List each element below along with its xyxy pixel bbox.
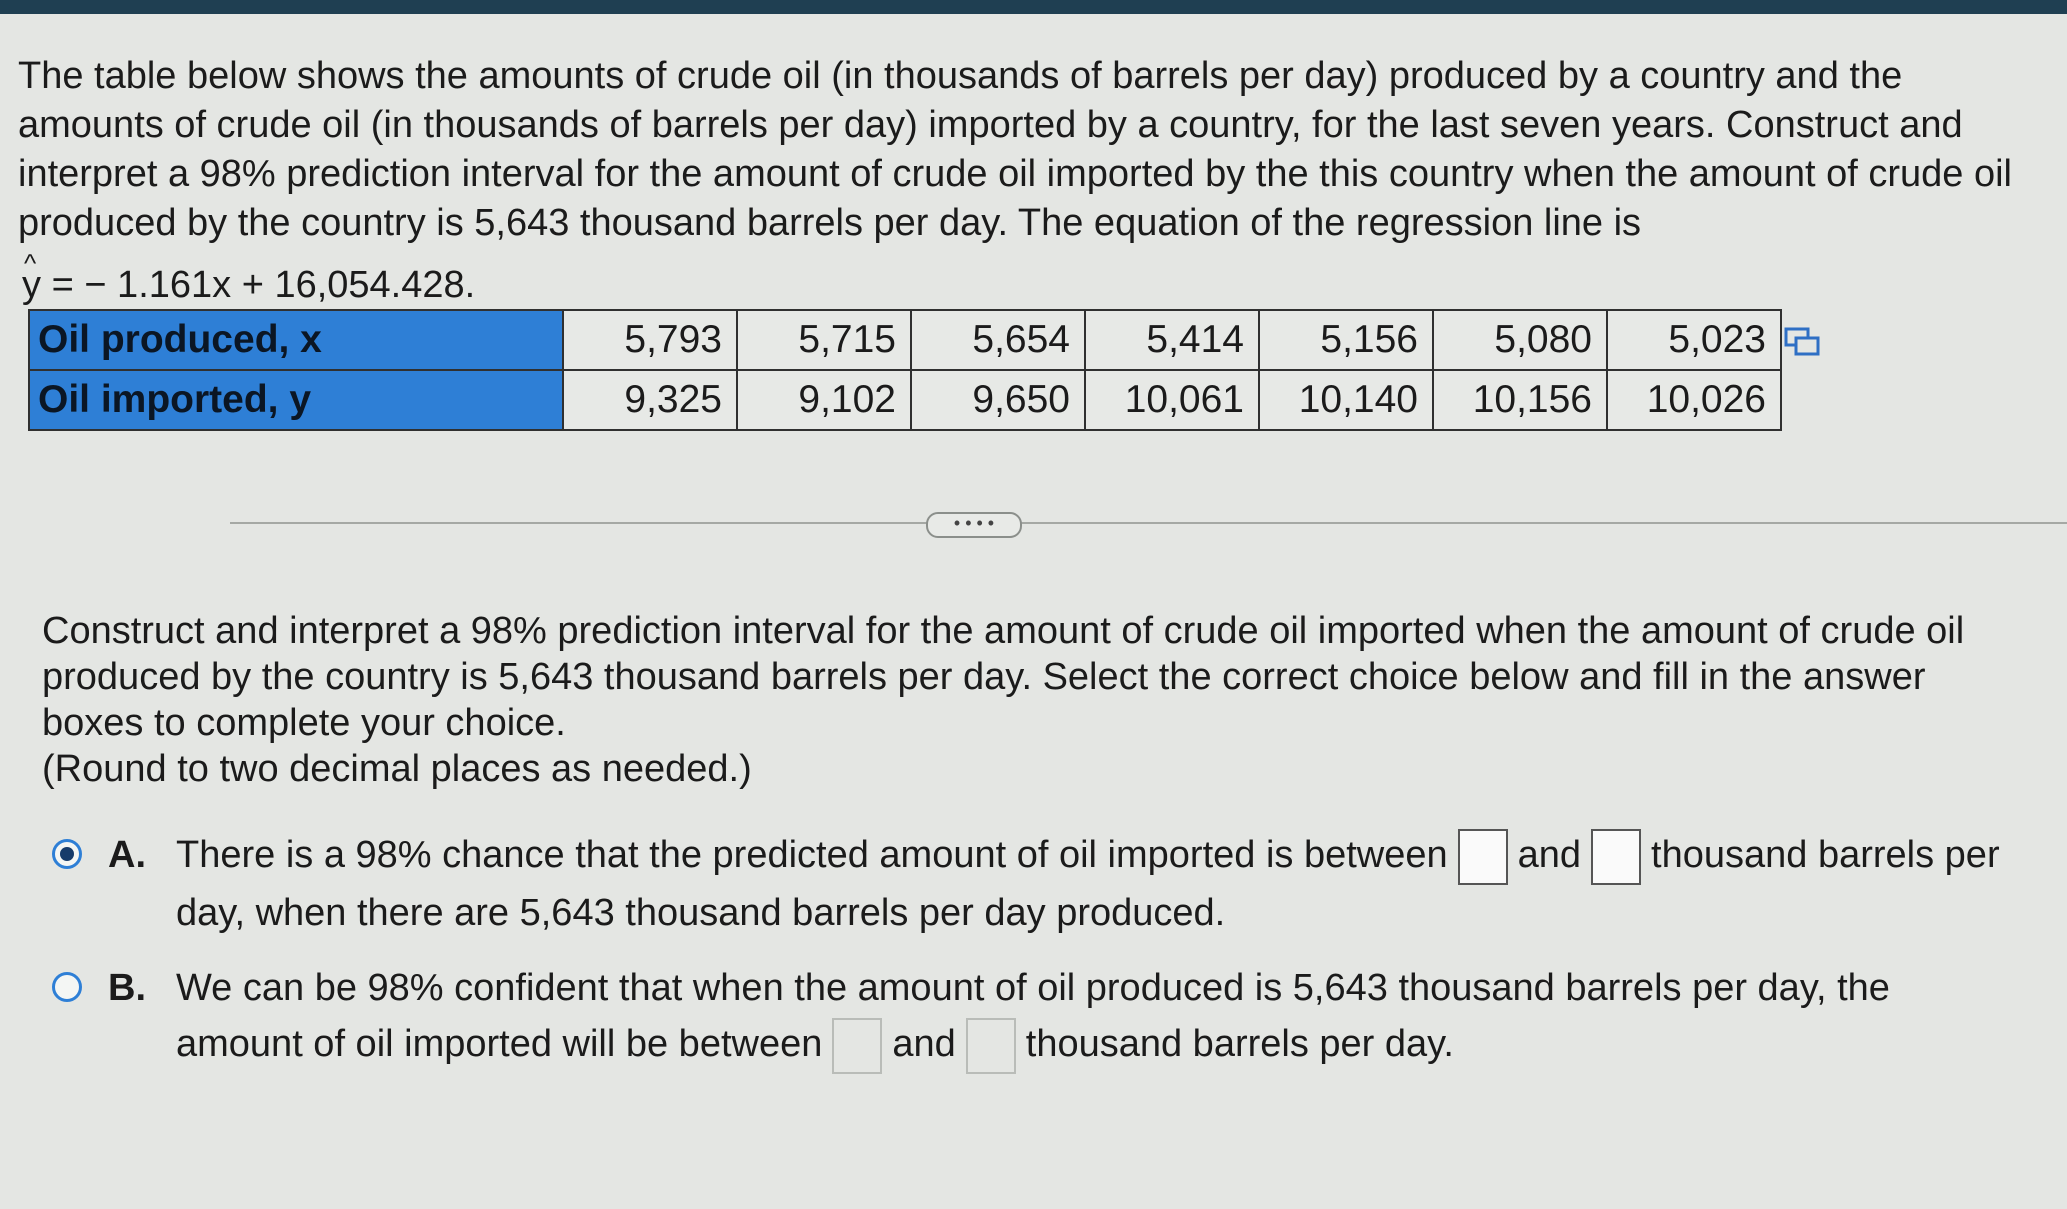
choice-a-letter: A. [108, 834, 146, 876]
data-table: Oil produced, x 5,793 5,715 5,654 5,414 … [28, 309, 1782, 431]
top-band [0, 0, 2067, 14]
table-cell: 10,026 [1606, 369, 1782, 431]
hat-accent-icon: ^ [24, 248, 37, 278]
choice-b-text-before: We can be 98% confident that when the am… [176, 967, 1890, 1065]
choice-a-text-after: thousand barrels per day, when there are… [176, 834, 2000, 934]
y-hat-symbol: ^ y [22, 248, 41, 308]
table-cell: 9,650 [910, 369, 1086, 431]
y-hat-letter: y [22, 264, 41, 306]
expand-more-button[interactable]: • • • • [926, 512, 1022, 538]
answer-box-b-upper[interactable] [965, 1017, 1016, 1074]
table-cell: 5,654 [910, 309, 1086, 371]
table-cell: 10,061 [1084, 369, 1260, 431]
choice-b-letter: B. [108, 967, 146, 1009]
table-cell: 5,414 [1084, 309, 1260, 371]
table-cell: 10,140 [1258, 369, 1434, 431]
copy-table-icon[interactable] [1784, 327, 1820, 357]
choice-a-body: There is a 98% chance that the predicted… [176, 827, 2016, 941]
regression-equation: ^ y = − 1.161x + 16,054.428. [22, 248, 476, 308]
equation-rhs: = − 1.161x + 16,054.428. [51, 264, 476, 306]
rounding-note: (Round to two decimal places as needed.) [42, 748, 752, 790]
table-cell: 5,793 [562, 309, 738, 371]
table-row: Oil produced, x 5,793 5,715 5,654 5,414 … [28, 309, 1782, 371]
table-cell: 9,102 [736, 369, 912, 431]
table-cell: 5,080 [1432, 309, 1608, 371]
row-header-oil-produced: Oil produced, x [28, 309, 564, 371]
table-cell: 5,715 [736, 309, 912, 371]
row-header-oil-imported: Oil imported, y [28, 369, 564, 431]
table-cell: 5,023 [1606, 309, 1782, 371]
radio-button-a[interactable] [52, 839, 82, 869]
choice-b-text-after: thousand barrels per day. [1025, 1023, 1454, 1065]
choice-a-text-middle: and [1517, 834, 1582, 876]
answer-box-a-upper[interactable] [1591, 828, 1642, 885]
answer-box-b-lower[interactable] [832, 1017, 883, 1074]
table-cell: 9,325 [562, 369, 738, 431]
table-cell: 5,156 [1258, 309, 1434, 371]
table-row: Oil imported, y 9,325 9,102 9,650 10,061… [28, 369, 1782, 431]
choice-a-text-before: There is a 98% chance that the predicted… [176, 834, 1448, 876]
table-cell: 10,156 [1432, 369, 1608, 431]
radio-button-b[interactable] [52, 972, 82, 1002]
choice-b-body: We can be 98% confident that when the am… [176, 960, 2016, 1074]
answer-box-a-lower[interactable] [1457, 828, 1508, 885]
choice-b-text-middle: and [892, 1023, 956, 1065]
prompt-text: Construct and interpret a 98% prediction… [42, 610, 1965, 744]
section-divider [230, 522, 2067, 524]
question-text: The table below shows the amounts of cru… [18, 55, 2012, 244]
